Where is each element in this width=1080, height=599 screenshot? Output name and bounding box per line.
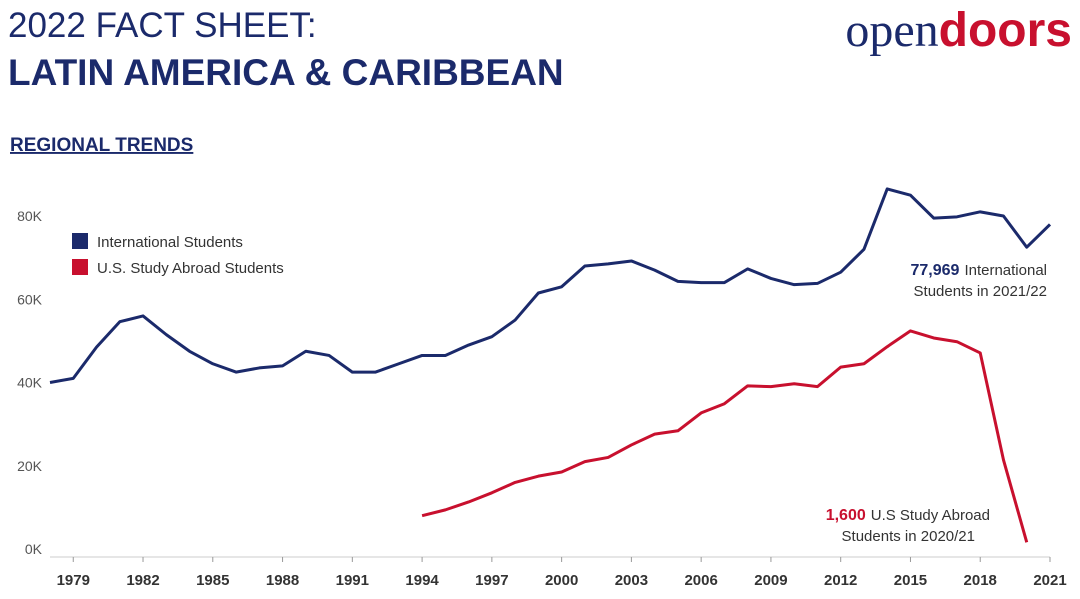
- y-tick-label: 60K: [17, 291, 43, 307]
- x-tick-label: 1982: [126, 572, 159, 589]
- legend-swatch: [72, 259, 88, 275]
- title-line1: 2022 FACT SHEET:: [8, 6, 317, 45]
- x-tick-label: 1979: [57, 572, 90, 589]
- annotation-text: International: [964, 262, 1047, 279]
- y-tick-label: 40K: [17, 375, 43, 391]
- y-tick-label: 0K: [25, 541, 43, 557]
- x-tick-label: 2006: [684, 572, 717, 589]
- x-tick-label: 1994: [405, 572, 439, 589]
- y-tick-label: 80K: [17, 208, 43, 224]
- annotation-text: Students in 2021/22: [914, 283, 1047, 300]
- section-title: REGIONAL TRENDS: [10, 135, 193, 156]
- x-tick-label: 2000: [545, 572, 578, 589]
- x-tick-label: 2015: [894, 572, 927, 589]
- annotation-text: U.S Study Abroad: [871, 507, 990, 524]
- series-line: [421, 329, 1029, 543]
- logo: opendoors: [845, 4, 1072, 57]
- legend-label: U.S. Study Abroad Students: [97, 260, 284, 277]
- legend-label: International Students: [97, 234, 243, 251]
- annotation: 1,600 U.S Study Abroad: [826, 507, 990, 524]
- x-tick-label: 2003: [615, 572, 648, 589]
- x-tick-label: 1991: [336, 572, 369, 589]
- x-tick-label: 1988: [266, 572, 299, 589]
- annotation-text: Students in 2020/21: [842, 528, 975, 545]
- x-tick-label: 1997: [475, 572, 508, 589]
- x-tick-label: 2012: [824, 572, 857, 589]
- logo-doors: doors: [939, 4, 1072, 57]
- title-line2: LATIN AMERICA & CARIBBEAN: [8, 52, 564, 93]
- annotation-value: 77,969: [911, 262, 960, 279]
- x-tick-label: 2009: [754, 572, 787, 589]
- y-tick-label: 20K: [17, 458, 43, 474]
- legend-swatch: [72, 233, 88, 249]
- x-tick-label: 1985: [196, 572, 229, 589]
- series-line: [49, 187, 1052, 384]
- annotation: 77,969 International: [911, 262, 1048, 279]
- logo-open: open: [845, 4, 938, 57]
- x-tick-label: 2021: [1033, 572, 1066, 589]
- x-tick-label: 2018: [964, 572, 997, 589]
- annotation-value: 1,600: [826, 507, 866, 524]
